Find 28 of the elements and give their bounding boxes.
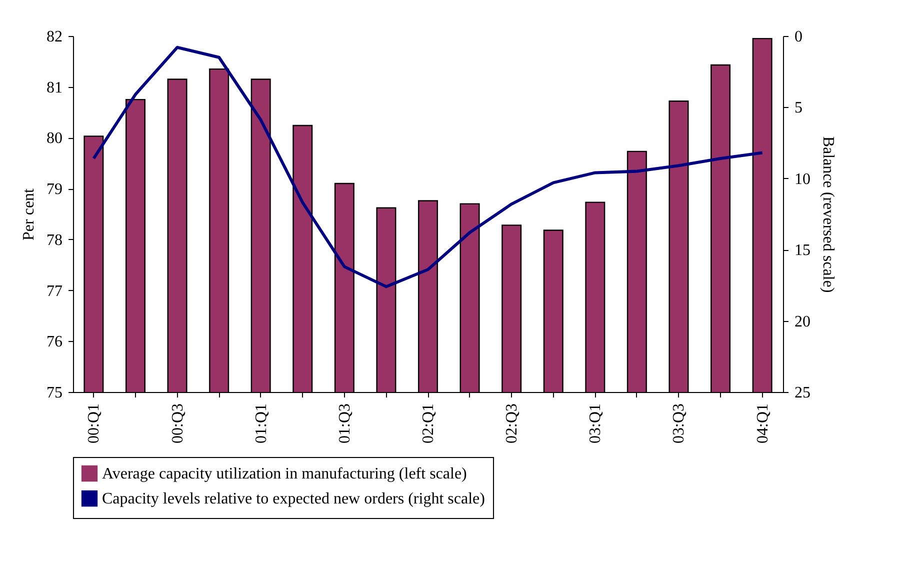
x-tick-label: 04:Q1 bbox=[754, 404, 772, 444]
y2-tick-label: 15 bbox=[794, 242, 810, 260]
y2-tick-label: 25 bbox=[794, 384, 810, 402]
x-tick-label: 00:Q1 bbox=[86, 404, 103, 444]
y-tick-label: 75 bbox=[46, 384, 62, 402]
x-tick-label: 03:Q1 bbox=[587, 404, 604, 444]
legend-label: Average capacity utilization in manufacturing (left scale) bbox=[102, 466, 467, 482]
line-series bbox=[92, 46, 764, 288]
x-tick-label: 00:Q3 bbox=[169, 404, 186, 444]
y-tick-label: 82 bbox=[46, 28, 62, 46]
y2-tick-label: 0 bbox=[794, 28, 802, 46]
y-tick-label: 77 bbox=[46, 282, 62, 300]
y2-tick-label: 10 bbox=[794, 170, 810, 188]
y-tick-label: 78 bbox=[46, 232, 62, 249]
legend-label: Capacity levels relative to expected new orders (right scale) bbox=[102, 490, 485, 508]
y2-tick-label: 20 bbox=[794, 313, 810, 330]
y-tick-label: 81 bbox=[46, 79, 62, 96]
x-tick-label: 03:Q3 bbox=[670, 404, 688, 444]
x-tick-label: 02:Q1 bbox=[420, 404, 437, 444]
x-tick-label: 01:Q3 bbox=[336, 404, 354, 444]
y2-axis-title: Balance (reversed scale) bbox=[820, 136, 836, 293]
x-tick-label: 02:Q3 bbox=[504, 404, 521, 444]
y2-tick-label: 5 bbox=[794, 100, 802, 117]
y-tick-label: 76 bbox=[46, 334, 62, 351]
y-axis-title: Per cent bbox=[20, 188, 38, 240]
y-tick-label: 80 bbox=[46, 130, 62, 148]
y-tick-label: 79 bbox=[46, 181, 62, 198]
x-tick-label: 01:Q1 bbox=[252, 404, 270, 444]
